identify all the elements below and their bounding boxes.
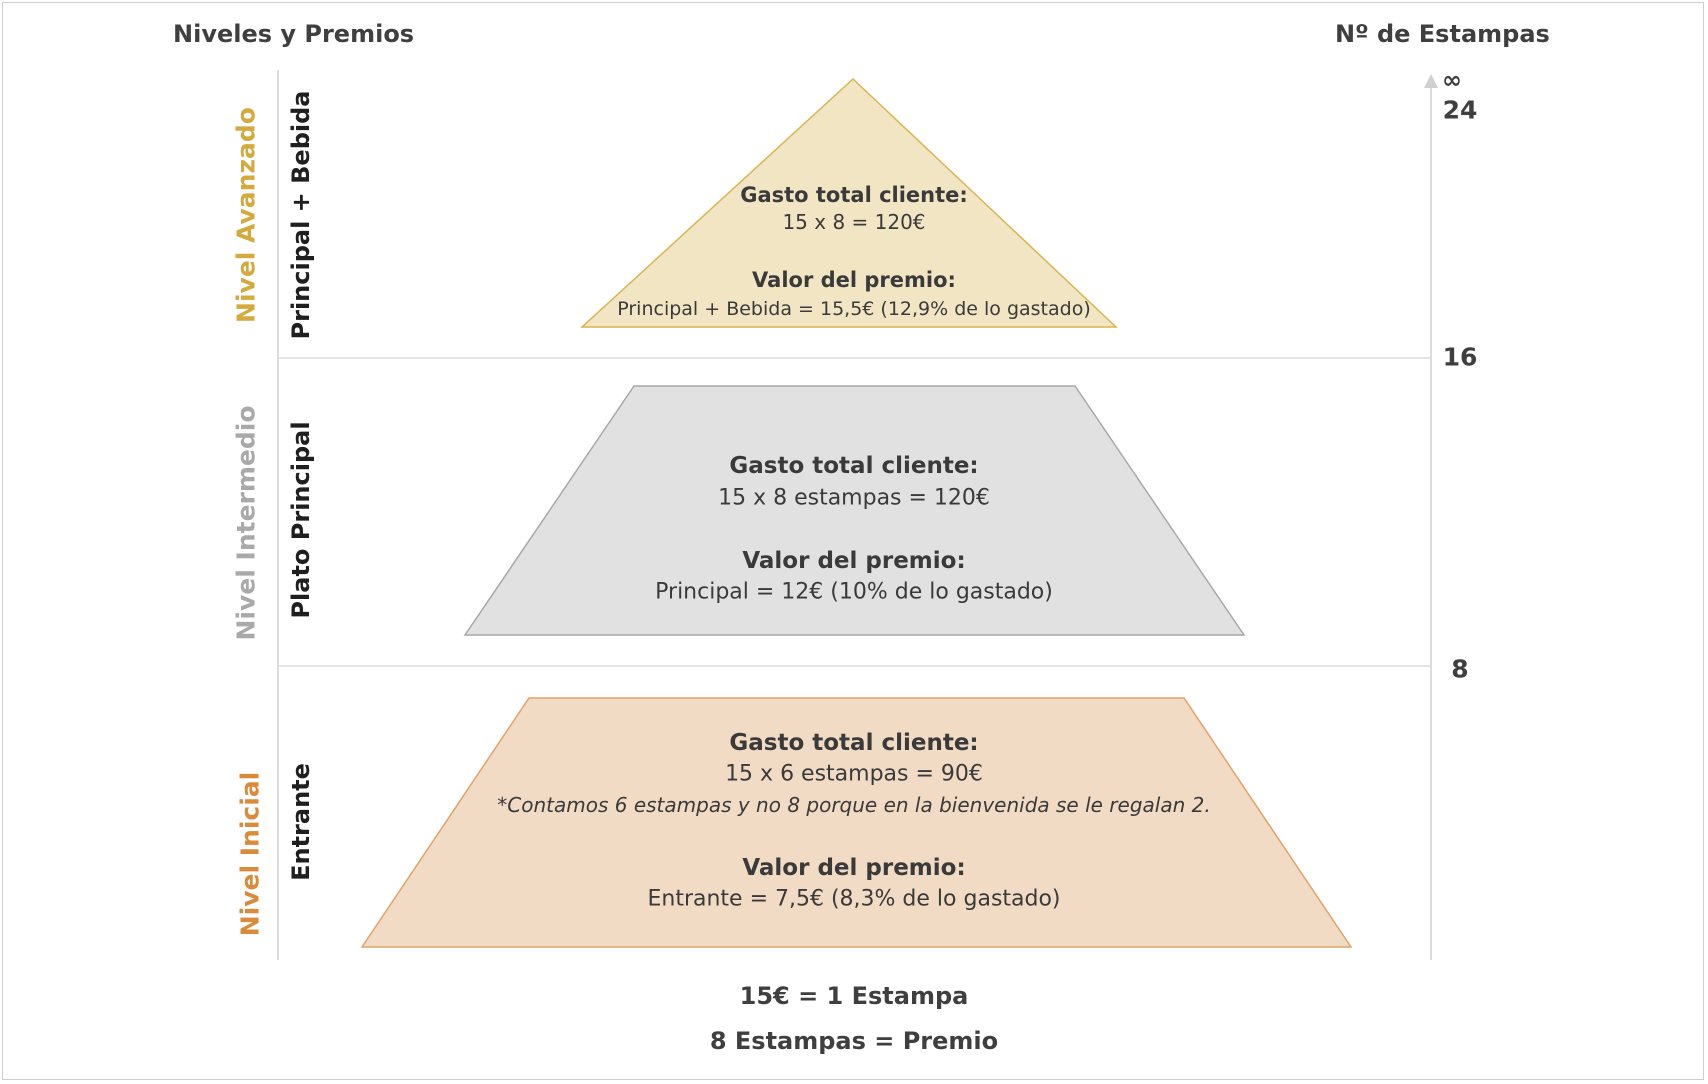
initial-prize-title: Valor del premio: <box>742 855 966 881</box>
initial-prize-detail: Entrante = 7,5€ (8,3% de lo gastado) <box>647 886 1061 912</box>
prize-rule-label: 8 Estampas = Premio <box>709 1027 999 1055</box>
initial-level-trapezoid <box>360 697 1353 948</box>
intermediate-level-trapezoid <box>463 385 1246 636</box>
tick-8: 8 <box>1451 654 1469 684</box>
tick-24: 24 <box>1442 95 1478 125</box>
infinity-label: ∞ <box>1442 66 1462 94</box>
advanced-level-triangle <box>580 77 1118 328</box>
intermediate-prize-detail: Principal = 12€ (10% de lo gastado) <box>655 579 1053 605</box>
initial-note: *Contamos 6 estampas y no 8 porque en la… <box>497 793 1211 817</box>
advanced-prize-detail: Principal + Bebida = 15,5€ (12,9% de lo … <box>617 298 1091 320</box>
tick-16: 16 <box>1442 342 1478 372</box>
intermediate-spend-detail: 15 x 8 estampas = 120€ <box>718 485 990 511</box>
stamps-axis-arrow-icon <box>1424 74 1438 88</box>
initial-spend-title: Gasto total cliente: <box>729 730 979 756</box>
intermediate-prize-title: Valor del premio: <box>742 548 966 574</box>
level-name-intermediate: Nivel Intermedio <box>231 405 261 641</box>
stamp-rate-label: 15€ = 1 Estampa <box>739 982 969 1010</box>
advanced-prize-title: Valor del premio: <box>752 268 956 292</box>
intermediate-spend-title: Gasto total cliente: <box>729 453 979 479</box>
initial-spend-detail: 15 x 6 estampas = 90€ <box>725 761 983 787</box>
advanced-spend-title: Gasto total cliente: <box>740 183 968 207</box>
stamps-header: Nº de Estampas <box>1335 20 1550 48</box>
advanced-spend-detail: 15 x 8 = 120€ <box>782 210 926 234</box>
levels-header: Niveles y Premios <box>173 20 415 48</box>
